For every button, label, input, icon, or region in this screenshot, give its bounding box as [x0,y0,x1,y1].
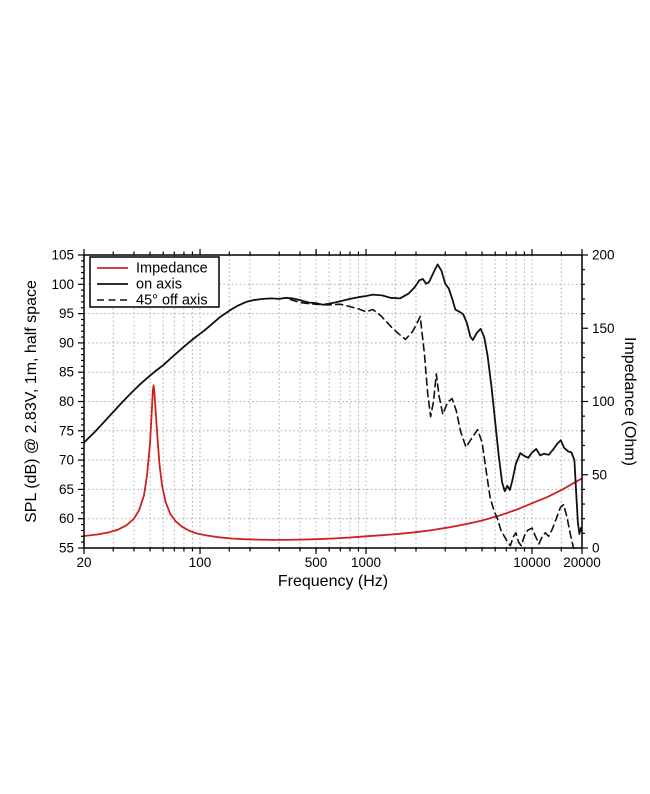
x-tick-label: 500 [305,555,328,570]
legend-label-45-off-axis: 45° off axis [136,293,208,309]
x-tick-label: 20 [76,555,91,570]
y-left-tick-label: 100 [51,277,74,292]
curve-45-off-axis [289,298,576,549]
legend: Impedance on axis 45° off axis [89,256,220,309]
y-right-tick-label: 50 [592,467,607,482]
y-left-tick-label: 70 [59,453,74,468]
legend-label-impedance: Impedance [136,261,208,277]
y-left-tick-label: 90 [59,335,74,350]
curve-on-axis [84,263,582,535]
y-right-tick-label: 150 [592,321,615,336]
y-axis-right-title: Impedance (Ohm) [621,337,638,466]
legend-label-on-axis: on axis [136,277,182,293]
legend-box [89,256,220,308]
x-tick-label: 1000 [351,555,381,570]
y-right-tick-label: 0 [592,541,600,556]
x-axis-title: Frequency (Hz) [278,573,388,590]
curve-impedance [84,384,582,541]
x-tick-label: 20000 [563,555,601,570]
x-tick-label: 10000 [513,555,551,570]
y-left-tick-label: 65 [59,482,74,497]
y-left-tick-label: 95 [59,306,74,321]
curve-layer [84,263,582,549]
y-right-tick-label: 200 [592,248,615,263]
x-tick-label: 100 [189,555,212,570]
y-left-tick-label: 85 [59,365,74,380]
y-left-tick-label: 55 [59,541,74,556]
y-left-tick-label: 105 [51,248,74,263]
y-left-tick-label: 80 [59,394,74,409]
y-left-tick-label: 60 [59,511,74,526]
y-right-tick-label: 100 [592,394,615,409]
y-left-tick-label: 75 [59,423,74,438]
y-axis-left-title: SPL (dB) @ 2.83V, 1m, half space [23,280,40,523]
plot-frame [83,254,583,549]
